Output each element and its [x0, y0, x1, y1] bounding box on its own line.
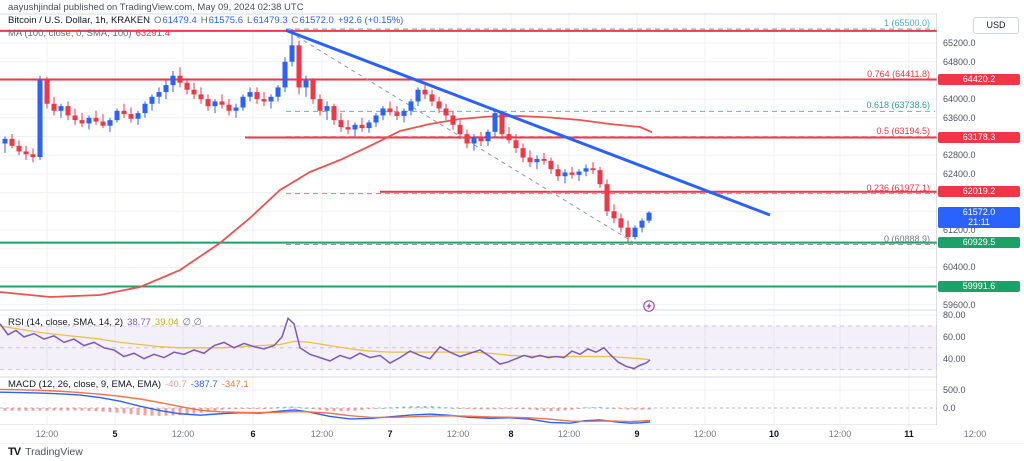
fib-level-label: 0 (60888.9) — [883, 233, 930, 244]
time-tick: 12:00 — [828, 429, 852, 439]
macd-name: MACD (12, 26, close, 9, EMA, EMA) — [8, 379, 162, 390]
open-value: 61479.4 — [162, 15, 197, 26]
rsi-ma-value: 39.04 — [154, 317, 179, 328]
macd-tick: 0.0 — [943, 403, 956, 413]
low-value: 61479.3 — [253, 15, 288, 26]
time-tick: 12:00 — [446, 429, 470, 439]
macd-legend[interactable]: MACD (12, 26, close, 9, EMA, EMA) -40.7 … — [8, 379, 249, 390]
price-axis[interactable]: USD 65200.0 64800.0 64000.0 63600.0 62800.0 6… — [937, 14, 1024, 443]
time-axis[interactable]: 12:00 5 12:00 6 12:00 7 12:00 8 12:00 9 12:00 10 12:… — [0, 425, 1024, 443]
day-tick: 7 — [387, 429, 393, 439]
time-tick: 12:00 — [35, 429, 59, 439]
tradingview-logo-icon[interactable]: TV — [8, 446, 21, 458]
time-tick: 12:00 — [171, 429, 195, 439]
day-tick: 8 — [508, 429, 514, 439]
price-tick: 63600.0 — [943, 112, 976, 123]
high-value: 61575.6 — [208, 15, 243, 26]
rsi-tick: 60.00 — [943, 331, 966, 342]
high-label: H — [200, 15, 208, 26]
rsi-tick: 80.00 — [943, 310, 966, 321]
low-label: L — [246, 15, 253, 26]
ma-value: 63291.4 — [135, 28, 170, 39]
price-level-badge: 62019.2 — [938, 186, 1020, 198]
price-tick: 62400.0 — [943, 168, 976, 179]
day-tick: 10 — [768, 429, 780, 439]
macd-hist-value: -40.7 — [165, 379, 187, 390]
price-tick: 59600.0 — [943, 299, 976, 310]
fib-level-label: 0.236 (61977.1) — [866, 182, 930, 193]
close-label: C — [291, 15, 299, 26]
current-price-value: 61572.0 — [962, 206, 996, 217]
fib-level-label: 0.764 (64411.8) — [867, 68, 930, 79]
day-tick: 9 — [634, 429, 640, 439]
time-tick: 12:00 — [963, 429, 987, 439]
attribution-text: aayushjindal published on TradingView.co… — [8, 2, 304, 13]
candle-countdown: 21:11 — [968, 217, 990, 228]
rsi-extra: ∅ ∅ — [182, 317, 202, 328]
change-value: +92.6 (+0.15%) — [337, 15, 404, 26]
fib-level-label: 1 (65500.0) — [883, 17, 930, 28]
close-value: 61572.0 — [299, 15, 334, 26]
open-label: O — [154, 15, 162, 26]
symbol-legend[interactable]: Bitcoin / U.S. Dollar, 1h, KRAKEN O 61479… — [8, 15, 403, 26]
price-level-badge: 59991.6 — [938, 280, 1020, 292]
macd-signal-value: -347.1 — [221, 379, 249, 390]
rsi-legend[interactable]: RSI (14, close, SMA, 14, 2) 38.77 39.04 … — [8, 317, 202, 328]
price-tick: 62800.0 — [943, 150, 976, 161]
ma-name: MA (100, close, 0, SMA, 100) — [8, 28, 132, 39]
day-tick: 6 — [250, 429, 256, 439]
price-level-badge: 63178.3 — [938, 132, 1020, 143]
macd-value: -387.7 — [190, 379, 218, 390]
time-tick: 12:00 — [693, 429, 717, 439]
symbol-title: Bitcoin / U.S. Dollar, 1h, KRAKEN — [8, 15, 151, 26]
day-tick: 11 — [904, 429, 914, 439]
day-tick: 5 — [112, 429, 118, 439]
price-level-badge: 60929.5 — [938, 237, 1020, 249]
price-tick: 64000.0 — [943, 94, 976, 105]
footer: TV TradingView — [8, 446, 83, 458]
time-tick: 12:00 — [557, 429, 581, 439]
price-tick: 65200.0 — [943, 38, 976, 48]
currency-button[interactable]: USD — [973, 17, 1019, 34]
price-tick: 61200.0 — [943, 225, 976, 235]
current-price-badge: 61572.0 21:11 — [938, 206, 1020, 228]
fib-level-label: 0.5 (63194.5) — [876, 125, 930, 136]
macd-tick: 500.0 — [943, 385, 966, 395]
price-tick: 64800.0 — [943, 56, 976, 67]
tradingview-brand-text[interactable]: TradingView — [25, 446, 83, 458]
fib-level-label: 0.618 (63738.6) — [866, 100, 930, 111]
price-level-badge: 64420.2 — [938, 73, 1020, 85]
rsi-name: RSI (14, close, SMA, 14, 2) — [8, 317, 124, 328]
ma-legend[interactable]: MA (100, close, 0, SMA, 100) 63291.4 — [8, 28, 170, 39]
price-tick: 60400.0 — [943, 262, 976, 273]
rsi-value: 38.77 — [127, 317, 151, 328]
time-tick: 12:00 — [310, 429, 334, 439]
rsi-tick: 40.00 — [943, 353, 966, 364]
